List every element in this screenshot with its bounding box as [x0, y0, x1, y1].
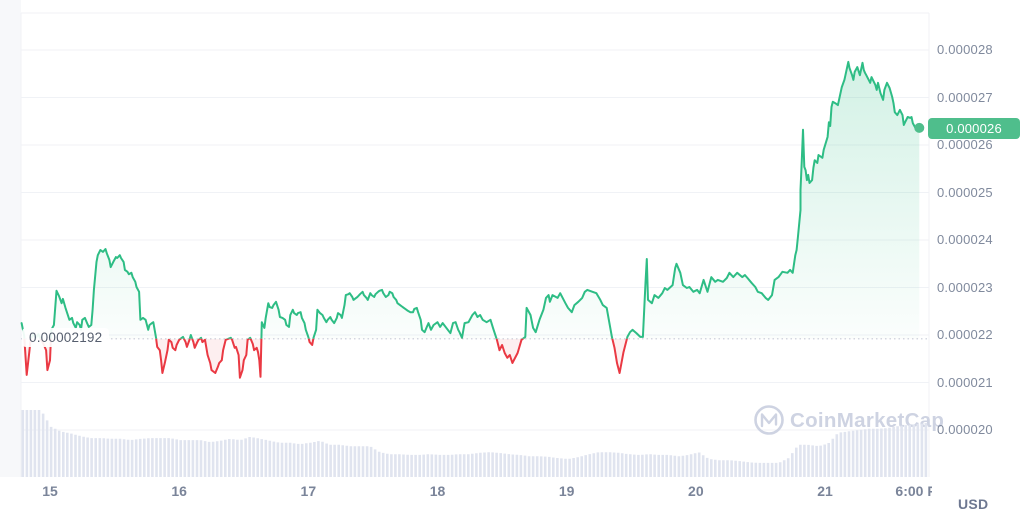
y-axis-label: 0.000021	[937, 374, 993, 390]
coinmarketcap-logo-m-icon	[760, 413, 778, 428]
volume-bars-path	[21, 410, 928, 477]
x-axis-label: 21	[817, 483, 833, 499]
volume-bars	[21, 410, 928, 477]
x-axis-label: 16	[171, 483, 187, 499]
x-axis-label: 15	[42, 483, 58, 499]
currency-label: USD	[958, 496, 989, 512]
price-series	[20, 60, 925, 379]
current-price-dot	[914, 122, 925, 133]
price-area-up	[21, 61, 920, 339]
y-axis-label: 0.000028	[937, 42, 993, 57]
y-axis-label: 0.000024	[937, 232, 993, 247]
y-axis-label: 0.000027	[937, 89, 993, 105]
y-axis-label: 0.000020	[937, 422, 993, 437]
x-axis-label: 18	[429, 483, 446, 499]
previous-close-label: 0.00002192	[22, 328, 110, 347]
chart-grid	[0, 0, 930, 477]
x-axis-label: 6:00 PM	[895, 483, 932, 499]
y-axis-label: 0.000026	[937, 137, 993, 152]
current-price-badge: 0.000026	[928, 118, 1020, 139]
price-line-up	[20, 60, 921, 339]
y-axis-label: 0.000023	[937, 279, 993, 295]
y-axis-label: 0.000025	[937, 184, 993, 200]
coinmarketcap-logo-icon	[754, 405, 784, 435]
x-axis: 15 16 17 18 19 20 21 6:00 PM	[0, 482, 932, 502]
x-axis-label: 20	[688, 483, 704, 499]
x-axis-label: 19	[558, 483, 575, 499]
watermark: CoinMarketCap	[754, 405, 944, 435]
x-axis-label: 17	[300, 483, 317, 499]
y-axis-label: 0.000022	[937, 327, 993, 342]
plot-left-gutter	[0, 0, 21, 477]
